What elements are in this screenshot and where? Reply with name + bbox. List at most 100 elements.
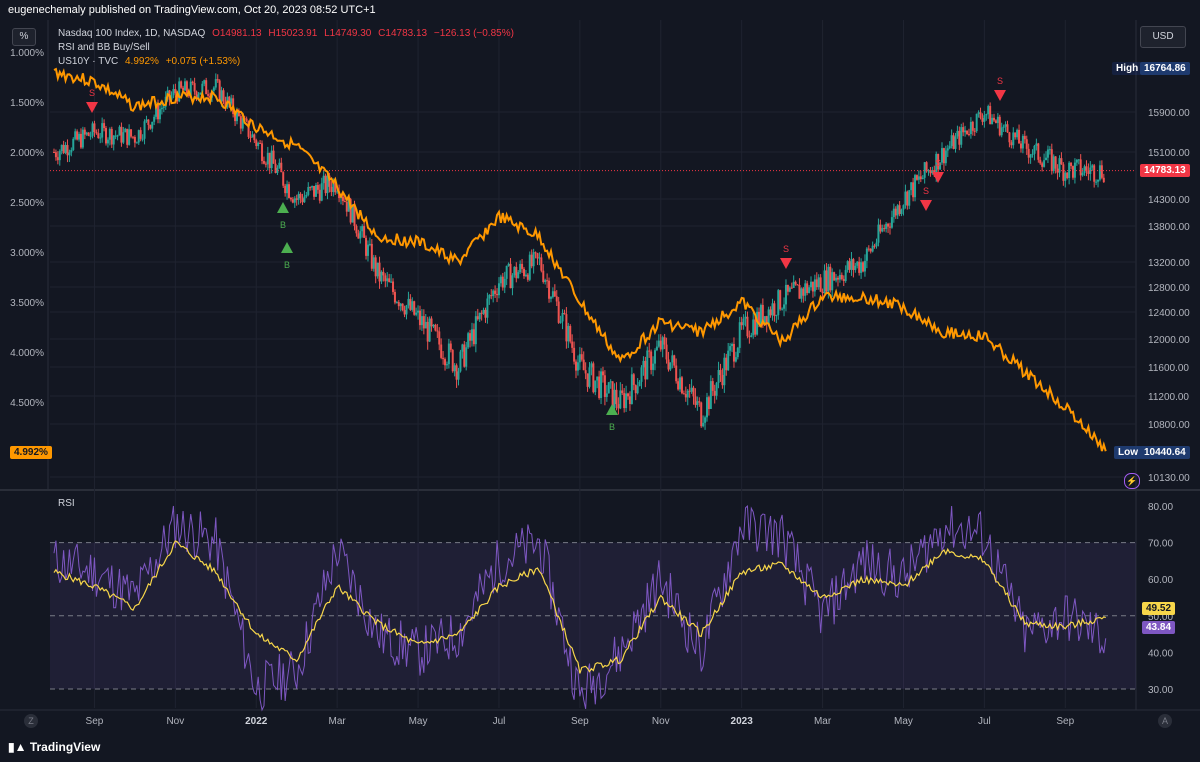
candle-body [761, 304, 764, 325]
candle-body [318, 189, 321, 201]
candle-body [376, 262, 379, 277]
lightning-icon[interactable]: ⚡ [1124, 473, 1140, 489]
candle-body [266, 152, 269, 165]
candle-body [808, 287, 811, 293]
candle-body [605, 393, 608, 397]
candle-body [842, 279, 845, 282]
buy-signal-label: B [284, 260, 290, 270]
candle-body [399, 303, 402, 307]
candle-body [440, 344, 443, 358]
percent-scale-button[interactable]: % [12, 28, 36, 46]
candle-body [309, 187, 312, 189]
buy-signal-marker [606, 404, 618, 415]
candle-body [962, 127, 965, 133]
candle-body [1035, 143, 1038, 146]
candle-body [939, 162, 942, 170]
candle-body [368, 243, 371, 245]
auto-scale-icon[interactable]: A [1158, 714, 1172, 728]
candle-body [810, 281, 813, 288]
candle-body [180, 81, 183, 88]
candle-body [68, 152, 71, 156]
rsi-axis-tick: 40.00 [1148, 648, 1173, 659]
candle-body [438, 331, 441, 345]
candle-body [879, 224, 882, 232]
candle-body [334, 180, 337, 193]
candle-body [914, 175, 917, 198]
sell-signal-label: S [997, 76, 1003, 86]
candle-body [563, 313, 566, 315]
rsi-ma-last-label: 49.52 [1142, 602, 1176, 615]
rsi-title[interactable]: RSI [58, 498, 75, 509]
candle-body [557, 301, 560, 323]
candle-body [357, 233, 360, 239]
indicator-title[interactable]: RSI and BB Buy/Sell [58, 42, 150, 53]
candle-body [157, 104, 160, 120]
candle-body [521, 263, 524, 269]
candle-body [253, 134, 256, 141]
candle-body [1045, 157, 1048, 161]
candle-body [1018, 129, 1021, 144]
candle-body [806, 283, 809, 293]
candle-body [112, 135, 115, 145]
compare-title[interactable]: US10Y · TVC [58, 56, 119, 67]
candle-body [952, 135, 955, 149]
candle-body [546, 280, 549, 282]
candle-body [1029, 154, 1032, 158]
candle-body [892, 208, 895, 218]
candle-body [705, 397, 708, 418]
candle-body [413, 301, 416, 315]
candle-body [449, 343, 452, 350]
candle-body [235, 110, 238, 122]
candle-body [397, 302, 400, 307]
candle-body [187, 93, 190, 97]
candle-body [434, 324, 437, 331]
yield-axis-tick: 4.500% [10, 398, 44, 409]
candle-body [278, 162, 281, 168]
candle-body [565, 314, 568, 342]
candle-body [713, 390, 716, 396]
candle-body [251, 134, 254, 138]
candle-body [935, 153, 938, 176]
candle-body [261, 143, 264, 161]
candle-body [734, 357, 737, 362]
candle-body [1095, 181, 1098, 183]
candle-body [609, 381, 612, 383]
candle-body [1062, 164, 1065, 181]
candle-body [1054, 156, 1057, 169]
candle-body [983, 115, 986, 122]
main-legend: Nasdaq 100 Index, 1D, NASDAQ O14981.13 H… [58, 28, 518, 39]
candle-body [1093, 165, 1096, 182]
candle-body [390, 281, 393, 283]
candle-body [345, 201, 348, 212]
symbol-title[interactable]: Nasdaq 100 Index, 1D, NASDAQ [58, 28, 206, 39]
candle-body [361, 226, 364, 232]
candle-body [867, 248, 870, 250]
candle-body [844, 269, 847, 282]
candle-body [137, 130, 140, 143]
candle-body [575, 361, 578, 371]
candle-body [910, 182, 913, 191]
currency-button[interactable]: USD [1140, 26, 1186, 48]
candle-body [684, 394, 687, 398]
candle-body [663, 337, 666, 345]
candle-body [451, 349, 454, 372]
candle-body [534, 252, 537, 254]
candle-body [341, 196, 344, 202]
candle-body [679, 377, 682, 390]
candle-body [989, 106, 992, 125]
candle-body [108, 128, 111, 140]
candle-body [904, 191, 907, 206]
candle-body [636, 386, 639, 394]
candle-body [625, 393, 628, 409]
candle-body [255, 140, 258, 147]
time-axis-tick: May [409, 716, 428, 727]
zoom-icon[interactable]: Z [24, 714, 38, 728]
candle-body [411, 301, 414, 310]
candle-body [721, 375, 724, 386]
candle-body [93, 123, 96, 133]
time-axis-tick: Nov [166, 716, 184, 727]
candle-body [1056, 168, 1059, 173]
candle-body [207, 94, 210, 96]
price-axis-tick: 12000.00 [1148, 335, 1190, 346]
